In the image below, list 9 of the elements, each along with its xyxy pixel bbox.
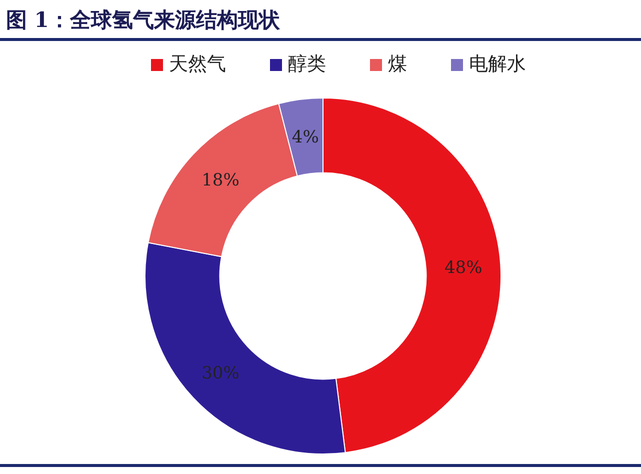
legend-label: 煤 [388,53,407,75]
legend-label: 天然气 [169,53,226,75]
chart-title: 图 1：全球氢气来源结构现状 [6,7,281,32]
data-label: 48% [444,258,482,278]
data-label: 18% [202,170,240,191]
data-label: 30% [202,363,240,384]
legend-label: 电解水 [469,53,526,75]
data-label: 4% [292,127,319,148]
legend-label: 醇类 [288,53,326,75]
